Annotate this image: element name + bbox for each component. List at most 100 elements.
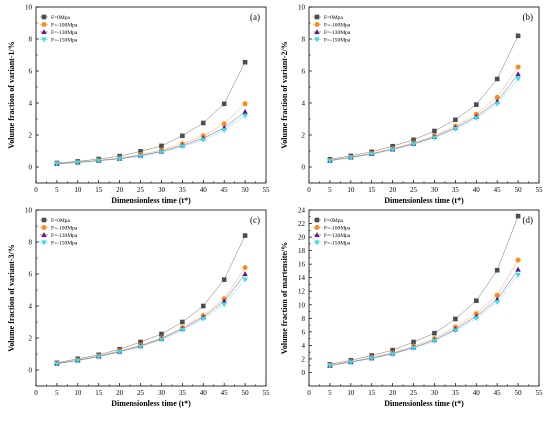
data-point xyxy=(158,150,165,156)
y-tick-label: 10 xyxy=(298,301,306,309)
panel-c: 0 5 10 15 20 25 30 35 40 45 50 55 0 2 4 6 8 10 Dimensionle… xyxy=(7,207,270,409)
legend-label: F=-130Mpa xyxy=(51,233,78,239)
legend-marker xyxy=(41,217,47,223)
data-point xyxy=(473,298,479,304)
data-point xyxy=(200,137,206,143)
series-line xyxy=(56,62,246,164)
y-tick-label: 12 xyxy=(298,288,306,296)
x-tick-label: 55 xyxy=(263,389,271,397)
x-tick-label: 50 xyxy=(515,186,523,194)
data-point xyxy=(432,128,437,134)
y-tick-label: 2 xyxy=(302,355,306,363)
x-tick-label: 25 xyxy=(137,389,145,397)
x-tick-label: 10 xyxy=(74,389,82,397)
series-line xyxy=(56,273,246,364)
data-point xyxy=(242,108,248,114)
data-point xyxy=(410,345,417,351)
x-axis-label: Dimensionless time (t*) xyxy=(111,196,191,205)
data-point xyxy=(515,76,521,82)
data-point xyxy=(515,33,521,39)
x-tick-label: 50 xyxy=(515,389,523,397)
data-point xyxy=(432,330,437,336)
legend-label: F=-150Mpa xyxy=(51,241,78,247)
legend-label: F=-100Mpa xyxy=(51,23,78,29)
data-point xyxy=(221,302,227,308)
x-tick-label: 40 xyxy=(473,186,481,194)
data-point xyxy=(221,277,227,282)
y-tick-label: 0 xyxy=(29,367,33,375)
series-line xyxy=(329,66,519,161)
data-point xyxy=(180,133,185,139)
data-point xyxy=(494,267,500,273)
legend-marker xyxy=(314,29,320,35)
series-1 xyxy=(54,101,248,166)
x-tick-label: 30 xyxy=(158,186,166,194)
x-axis-label: Dimensionless time (t*) xyxy=(384,399,464,408)
x-axis-label: Dimensionless time (t*) xyxy=(384,196,464,205)
legend-label: F=-100Mpa xyxy=(324,226,351,232)
series-line xyxy=(329,35,519,160)
series-2 xyxy=(54,271,248,366)
y-tick-label: 10 xyxy=(25,4,33,12)
series-1 xyxy=(327,64,521,163)
data-point xyxy=(494,299,500,305)
series-line xyxy=(56,235,246,364)
legend-marker xyxy=(41,37,47,43)
x-tick-label: 15 xyxy=(95,389,103,397)
data-point xyxy=(137,154,144,160)
legend-label: F=-130Mpa xyxy=(324,233,351,239)
data-point xyxy=(411,137,416,143)
data-point xyxy=(242,265,248,271)
legend-label: F=-150Mpa xyxy=(324,241,351,247)
legend-marker xyxy=(314,14,320,20)
data-point xyxy=(159,331,164,337)
x-tick-label: 45 xyxy=(494,389,502,397)
data-point xyxy=(327,363,333,369)
x-tick-label: 15 xyxy=(95,186,103,194)
data-point xyxy=(200,120,206,126)
x-tick-label: 40 xyxy=(200,186,208,194)
data-point xyxy=(242,101,248,107)
data-point xyxy=(96,354,102,360)
y-tick-label: 4 xyxy=(302,100,306,108)
series-line xyxy=(329,78,519,162)
x-tick-label: 5 xyxy=(55,186,59,194)
x-tick-label: 20 xyxy=(116,389,124,397)
data-point xyxy=(137,344,144,350)
legend-label: F=0Mpa xyxy=(51,218,71,224)
data-point xyxy=(179,327,186,333)
series-1 xyxy=(327,257,521,368)
data-point xyxy=(75,160,81,166)
data-point xyxy=(453,316,458,322)
series-0 xyxy=(327,33,521,162)
legend-label: F=-150Mpa xyxy=(51,38,78,44)
y-tick-label: 20 xyxy=(298,234,306,242)
data-point xyxy=(158,337,165,343)
series-2 xyxy=(54,108,248,166)
x-tick-label: 15 xyxy=(368,389,376,397)
x-tick-label: 10 xyxy=(74,186,82,194)
legend-marker xyxy=(314,37,320,43)
y-tick-label: 0 xyxy=(29,164,33,172)
y-tick-label: 2 xyxy=(29,335,33,343)
data-point xyxy=(410,142,417,148)
data-point xyxy=(515,266,521,272)
legend-label: F=-130Mpa xyxy=(51,30,78,36)
x-tick-label: 35 xyxy=(452,389,460,397)
y-tick-label: 0 xyxy=(302,369,306,377)
x-tick-label: 5 xyxy=(328,186,332,194)
legend-marker xyxy=(41,29,47,35)
legend-marker xyxy=(314,240,320,246)
data-point xyxy=(369,356,375,362)
series-3 xyxy=(327,272,521,369)
x-tick-label: 0 xyxy=(307,186,311,194)
x-tick-label: 5 xyxy=(328,389,332,397)
legend-label: F=0Mpa xyxy=(324,218,344,224)
data-point xyxy=(390,347,395,353)
x-tick-label: 0 xyxy=(34,389,38,397)
x-tick-label: 50 xyxy=(242,186,250,194)
legend-label: F=-100Mpa xyxy=(51,226,78,232)
